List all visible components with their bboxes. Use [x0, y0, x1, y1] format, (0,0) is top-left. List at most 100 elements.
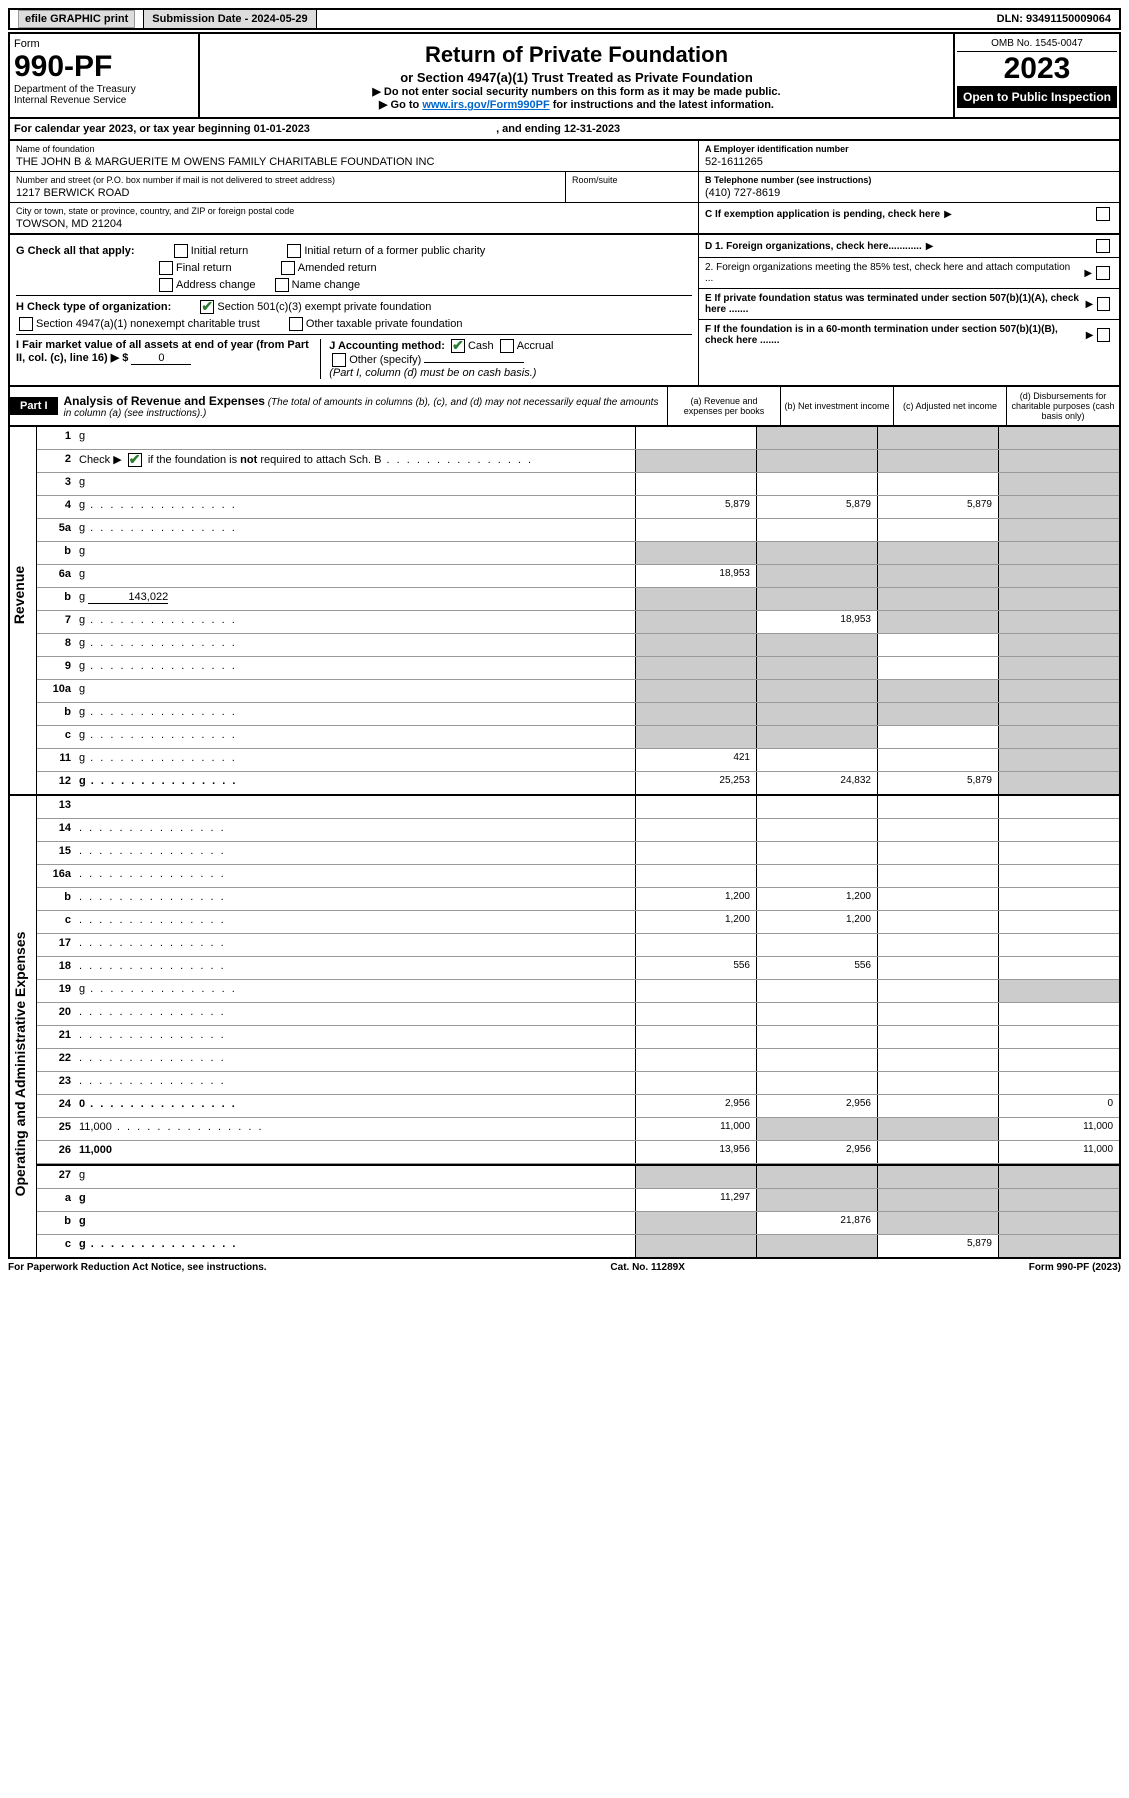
irs: Internal Revenue Service — [14, 95, 194, 106]
checks-left: G Check all that apply: Initial return I… — [10, 235, 698, 385]
sec4947-checkbox[interactable] — [19, 317, 33, 331]
cell-d — [998, 842, 1119, 864]
arrow-icon: ▶ — [1086, 330, 1094, 341]
cell-b — [756, 980, 877, 1002]
table-row: 14 — [37, 819, 1119, 842]
name-change-checkbox[interactable] — [275, 278, 289, 292]
form990pf-link[interactable]: www.irs.gov/Form990PF — [422, 99, 549, 111]
col-c-header: (c) Adjusted net income — [893, 387, 1006, 425]
j-note: (Part I, column (d) must be on cash basi… — [329, 367, 536, 379]
other-taxable-checkbox[interactable] — [289, 317, 303, 331]
city: TOWSON, MD 21204 — [16, 218, 692, 230]
cell-c — [877, 1166, 998, 1188]
part1-title: Analysis of Revenue and Expenses — [64, 394, 265, 408]
cell-c — [877, 427, 998, 449]
cell-d — [998, 1049, 1119, 1071]
row-desc — [75, 865, 635, 887]
submission-date: Submission Date - 2024-05-29 — [144, 10, 316, 28]
cell-c — [877, 796, 998, 818]
phone-label: B Telephone number (see instructions) — [705, 175, 1113, 185]
f-item: F If the foundation is in a 60-month ter… — [699, 320, 1119, 350]
row-number: 21 — [37, 1026, 75, 1048]
instruct2-post: for instructions and the latest informat… — [550, 99, 774, 111]
row-number: 12 — [37, 772, 75, 794]
cell-d — [998, 427, 1119, 449]
schb-checkbox[interactable] — [128, 453, 142, 467]
ein-label: A Employer identification number — [705, 144, 1113, 154]
d1-item: D 1. Foreign organizations, check here..… — [699, 235, 1119, 258]
cell-d — [998, 1166, 1119, 1188]
calyear-begin: 01-01-2023 — [254, 123, 310, 135]
table-row: 2611,00013,9562,95611,000 — [37, 1141, 1119, 1164]
entity-block: Name of foundation THE JOHN B & MARGUERI… — [8, 141, 1121, 235]
cash-label: Cash — [468, 340, 494, 352]
initial-former-checkbox[interactable] — [287, 244, 301, 258]
row-desc: 11,000 — [75, 1118, 635, 1140]
cell-a — [635, 819, 756, 841]
row-number: 15 — [37, 842, 75, 864]
cell-b — [756, 473, 877, 495]
row-number: b — [37, 542, 75, 564]
part1-desc: Analysis of Revenue and Expenses (The to… — [58, 388, 667, 425]
row-desc — [75, 934, 635, 956]
table-row: 2Check ▶ if the foundation is not requir… — [37, 450, 1119, 473]
row-desc — [75, 1026, 635, 1048]
table-row: 12g25,25324,8325,879 — [37, 772, 1119, 794]
d1-checkbox[interactable] — [1096, 239, 1110, 253]
cell-a: 556 — [635, 957, 756, 979]
g-row2: Final return Amended return — [16, 261, 692, 275]
table-row: 2511,00011,00011,000 — [37, 1118, 1119, 1141]
initial-return-checkbox[interactable] — [174, 244, 188, 258]
table-row: 23 — [37, 1072, 1119, 1095]
table-row: 6ag18,953 — [37, 565, 1119, 588]
page-footer: For Paperwork Reduction Act Notice, see … — [8, 1259, 1121, 1276]
final-return-checkbox[interactable] — [159, 261, 173, 275]
cell-b: 556 — [756, 957, 877, 979]
d2-checkbox[interactable] — [1096, 266, 1110, 280]
part1-label: Part I — [10, 397, 58, 415]
revenue-text: Revenue — [11, 566, 27, 624]
cell-d — [998, 542, 1119, 564]
row-desc: g — [75, 611, 635, 633]
table-row: 20 — [37, 1003, 1119, 1026]
cell-a — [635, 680, 756, 702]
j-label: J Accounting method: — [329, 340, 445, 352]
table-row: 21 — [37, 1026, 1119, 1049]
cell-a — [635, 1166, 756, 1188]
cell-c — [877, 1072, 998, 1094]
entity-left: Name of foundation THE JOHN B & MARGUERI… — [10, 141, 698, 233]
cell-a — [635, 865, 756, 887]
cash-checkbox[interactable] — [451, 339, 465, 353]
efile-print[interactable]: efile GRAPHIC print — [10, 10, 144, 28]
row-desc: g — [75, 703, 635, 725]
amended-checkbox[interactable] — [281, 261, 295, 275]
row-desc: g — [75, 1212, 635, 1234]
i-value: 0 — [131, 352, 191, 365]
e-checkbox[interactable] — [1097, 297, 1110, 311]
addr-change-checkbox[interactable] — [159, 278, 173, 292]
form-number: 990-PF — [14, 50, 194, 84]
row-number: 4 — [37, 496, 75, 518]
cell-d — [998, 772, 1119, 794]
cell-a — [635, 703, 756, 725]
row-number: 16a — [37, 865, 75, 887]
pending-checkbox[interactable] — [1096, 207, 1110, 221]
accrual-checkbox[interactable] — [500, 339, 514, 353]
row-number: a — [37, 1189, 75, 1211]
row-desc — [75, 957, 635, 979]
instruct-2: ▶ Go to www.irs.gov/Form990PF for instru… — [206, 98, 947, 111]
row-desc: 11,000 — [75, 1141, 635, 1163]
row-number: 20 — [37, 1003, 75, 1025]
cell-a — [635, 1026, 756, 1048]
cell-b: 1,200 — [756, 888, 877, 910]
f-checkbox[interactable] — [1097, 328, 1110, 342]
row-desc — [75, 888, 635, 910]
table-row: 8g — [37, 634, 1119, 657]
table-row: bg 143,022 — [37, 588, 1119, 611]
dept-treasury: Department of the Treasury — [14, 84, 194, 95]
checks-right: D 1. Foreign organizations, check here..… — [698, 235, 1119, 385]
cell-a — [635, 1235, 756, 1257]
name-label: Name of foundation — [16, 144, 692, 154]
other-specify-checkbox[interactable] — [332, 353, 346, 367]
sec501-checkbox[interactable] — [200, 300, 214, 314]
